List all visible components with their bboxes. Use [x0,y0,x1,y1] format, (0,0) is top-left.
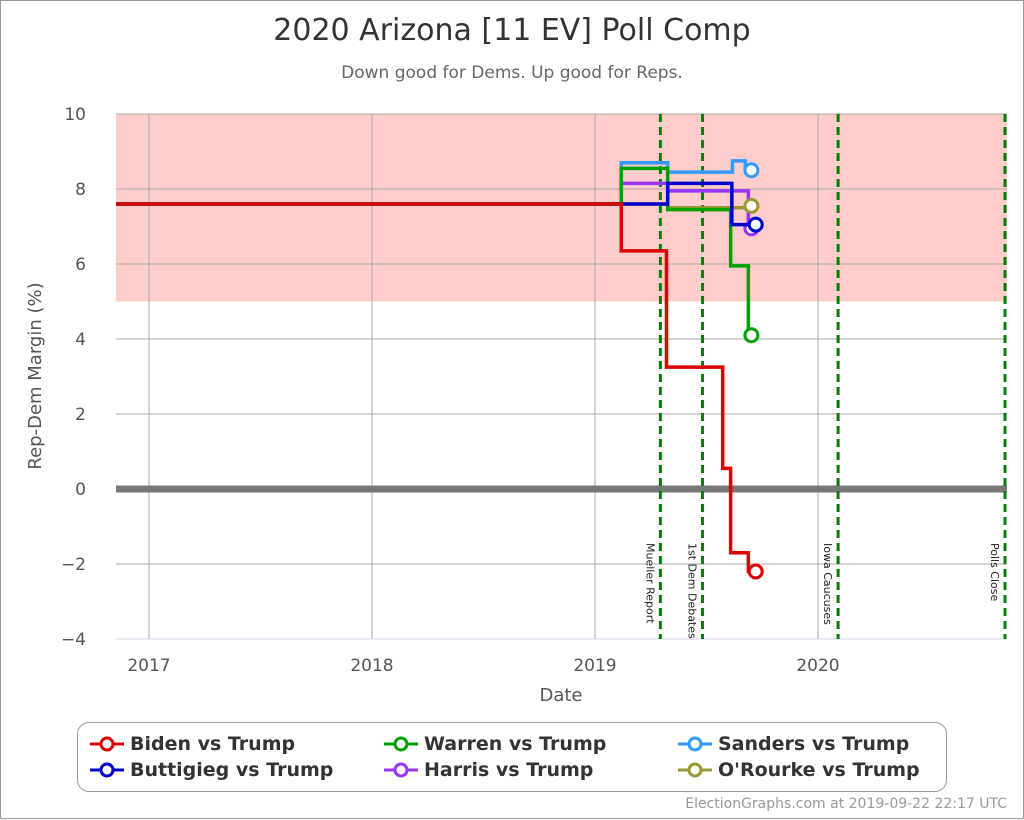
y-tick-label: 6 [75,255,86,275]
series-endpoint-5 [743,197,760,214]
legend-marker-icon [90,762,124,778]
y-tick-label: −4 [61,630,86,650]
series-endpoint-0 [747,563,764,580]
legend-item[interactable]: O'Rourke vs Trump [678,759,920,781]
y-tick-label: 8 [75,180,86,200]
event-label: Polls Close [988,543,1001,602]
legend-marker-icon [384,762,418,778]
y-tick-label: 10 [64,105,86,125]
x-tick-label: 2019 [573,656,616,676]
chart-subtitle: Down good for Dems. Up good for Reps. [341,63,683,83]
legend-item[interactable]: Buttigieg vs Trump [90,759,333,781]
chart-title: 2020 Arizona [11 EV] Poll Comp [273,13,751,48]
legend-label: Sanders vs Trump [718,733,910,755]
y-tick-label: 0 [75,480,86,500]
legend-item[interactable]: Sanders vs Trump [678,733,909,755]
series-endpoint-4 [743,162,760,179]
x-tick-label: 2018 [350,656,393,676]
series-endpoint-1 [747,216,764,233]
legend-item[interactable]: Warren vs Trump [384,733,606,755]
x-tick-label: 2017 [127,656,170,676]
legend-label: Biden vs Trump [130,733,296,755]
y-tick-label: 2 [75,405,86,425]
y-tick-label: −2 [61,555,86,575]
event-label: 1st Dem Debates [686,543,699,639]
legend-item[interactable]: Harris vs Trump [384,759,593,781]
x-axis-label: Date [539,685,582,706]
shaded-band [116,114,1007,302]
event-label: Mueller Report [643,543,656,624]
event-label: Iowa Caucuses [821,543,834,625]
series-line-0 [116,202,756,574]
legend-label: Buttigieg vs Trump [130,759,334,781]
legend-label: O'Rourke vs Trump [718,759,920,781]
legend: Biden vs Trump Buttigieg vs Trump Warren v… [77,722,947,792]
legend-item[interactable]: Biden vs Trump [90,733,295,755]
legend-label: Warren vs Trump [424,733,607,755]
series-endpoint-2 [743,327,760,344]
y-tick-label: 4 [75,330,86,350]
legend-label: Harris vs Trump [424,759,594,781]
legend-marker-icon [384,736,418,752]
series-line-2 [116,166,752,337]
legend-marker-icon [678,736,712,752]
credit: ElectionGraphs.com at 2019-09-22 22:17 U… [685,796,1007,812]
legend-marker-icon [90,736,124,752]
legend-marker-icon [678,762,712,778]
x-tick-label: 2020 [796,656,839,676]
y-axis-label: Rep-Dem Margin (%) [25,282,46,469]
